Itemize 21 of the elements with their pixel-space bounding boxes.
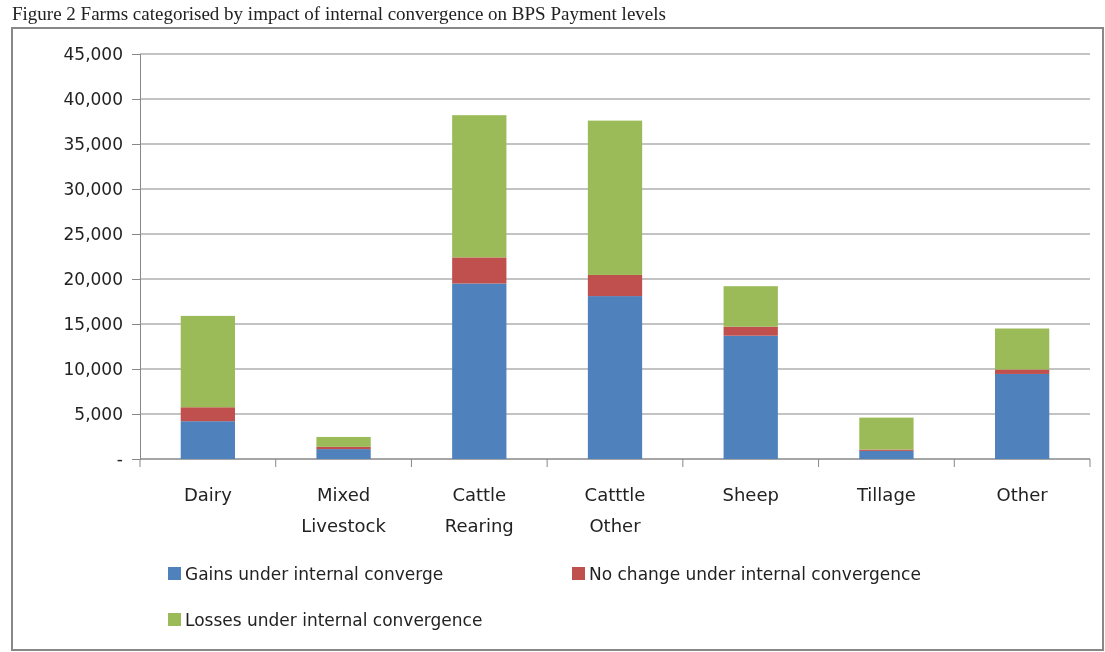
- x-tick-label: Catttle Other: [584, 484, 646, 536]
- x-tick-label: Tillage: [855, 484, 916, 505]
- y-tick-label: 25,000: [63, 223, 123, 244]
- y-tick-label: 5,000: [74, 403, 123, 424]
- chart-title: Figure 2 Farms categorised by impact of internal convergence on BPS Payment levels: [12, 3, 666, 24]
- y-tick-label: -: [116, 448, 123, 469]
- x-tick-label: Cattle Rearing: [444, 484, 514, 536]
- x-tick-label: Other: [996, 484, 1049, 505]
- y-tick-label: 35,000: [63, 133, 123, 154]
- x-tick-label: Mixed Livestock: [301, 484, 387, 536]
- y-tick-label: 45,000: [63, 43, 123, 64]
- x-tick-label: Sheep: [722, 484, 779, 505]
- y-tick-label: 20,000: [63, 268, 123, 289]
- x-tick-label: Dairy: [183, 484, 233, 505]
- y-tick-label: 10,000: [63, 358, 123, 379]
- y-tick-label: 40,000: [63, 88, 123, 109]
- legend-label: Gains under internal converge: [185, 564, 444, 584]
- legend-label: No change under internal convergence: [589, 564, 921, 584]
- y-tick-label: 30,000: [63, 178, 123, 199]
- y-tick-label: 15,000: [63, 313, 123, 334]
- legend-label: Losses under internal convergence: [185, 610, 483, 630]
